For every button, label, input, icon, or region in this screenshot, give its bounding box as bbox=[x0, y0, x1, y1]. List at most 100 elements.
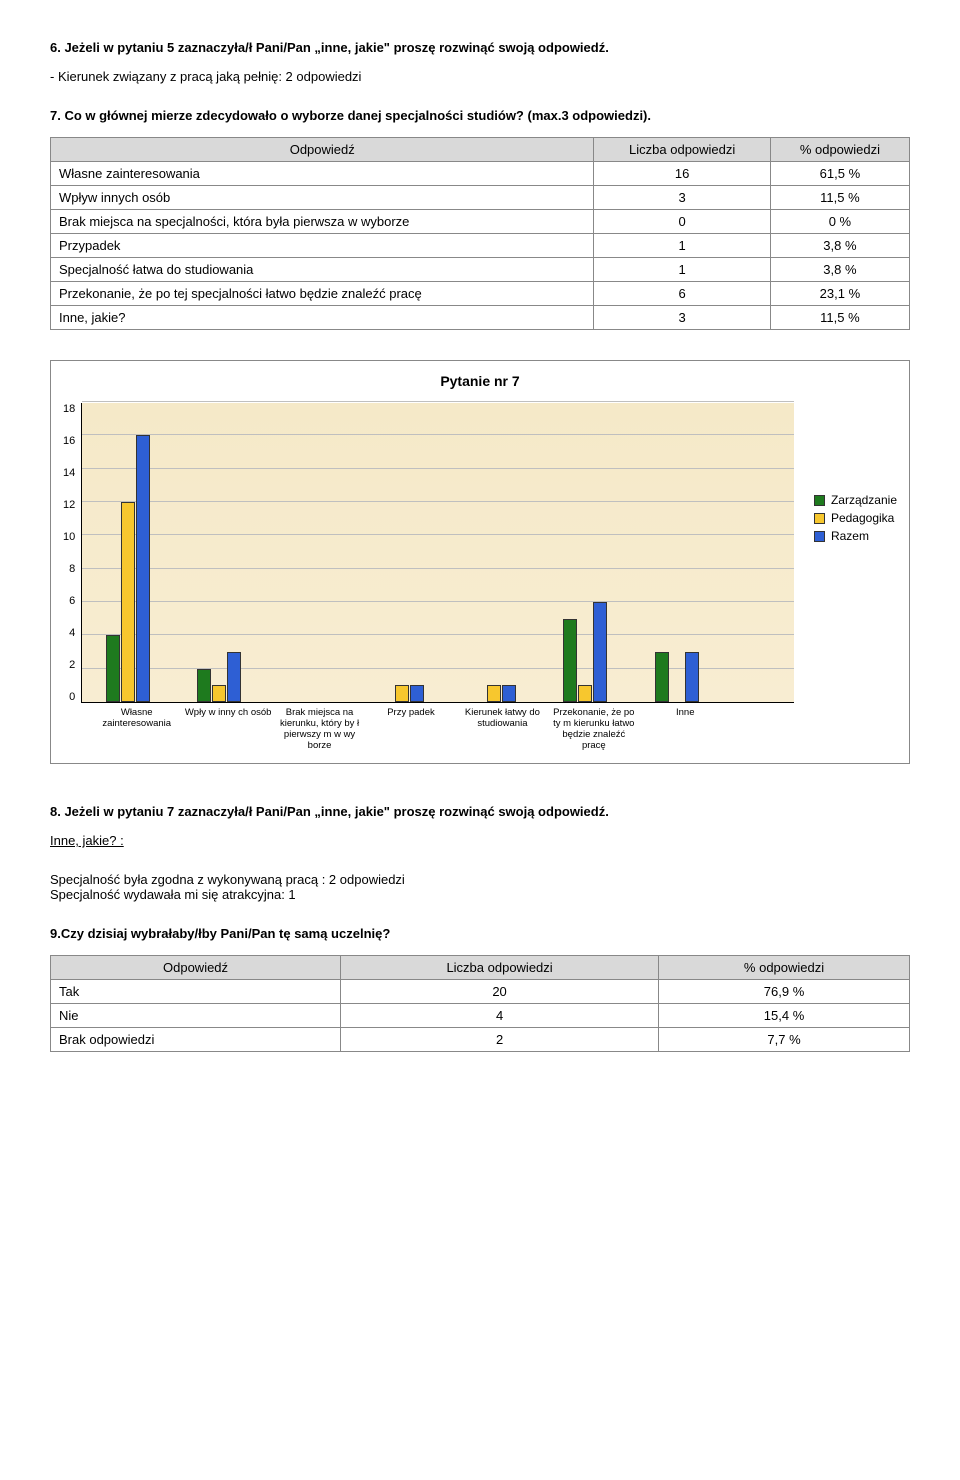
bar bbox=[655, 652, 669, 702]
bar bbox=[487, 685, 501, 702]
legend-item: Pedagogika bbox=[814, 511, 897, 525]
table-cell: 1 bbox=[594, 258, 770, 282]
y-tick-label: 10 bbox=[63, 531, 75, 543]
table-cell: 3,8 % bbox=[770, 234, 909, 258]
x-tick-label: Przekonanie, że po ty m kierunku łatwo b… bbox=[548, 707, 639, 751]
bar bbox=[136, 435, 150, 702]
legend-swatch bbox=[814, 513, 825, 524]
bar-group bbox=[655, 652, 699, 702]
x-tick-label: Kierunek łatwy do studiowania bbox=[457, 707, 548, 751]
table-cell: 11,5 % bbox=[770, 186, 909, 210]
grid-line bbox=[82, 468, 794, 469]
chart-title: Pytanie nr 7 bbox=[63, 373, 897, 389]
table-row: Wpływ innych osób311,5 % bbox=[51, 186, 910, 210]
chart-legend: Zarządzanie Pedagogika Razem bbox=[794, 493, 897, 547]
table-cell: Tak bbox=[51, 980, 341, 1004]
table-cell: 15,4 % bbox=[659, 1004, 910, 1028]
table-header: % odpowiedzi bbox=[770, 138, 909, 162]
question-8-subhead: Inne, jakie? : bbox=[50, 833, 910, 848]
table-row: Inne, jakie?311,5 % bbox=[51, 306, 910, 330]
table-cell: Przypadek bbox=[51, 234, 594, 258]
y-tick-label: 12 bbox=[63, 499, 75, 511]
chart-x-axis: Własne zainteresowaniaWpły w inny ch osó… bbox=[91, 707, 731, 751]
bar-group bbox=[472, 685, 516, 702]
bar bbox=[106, 635, 120, 702]
question-8-title: 8. Jeżeli w pytaniu 7 zaznaczyła/ł Pani/… bbox=[50, 804, 910, 819]
legend-label: Pedagogika bbox=[831, 511, 894, 525]
question-9-title: 9.Czy dzisiaj wybrałaby/łby Pani/Pan tę … bbox=[50, 926, 910, 941]
table-cell: 4 bbox=[341, 1004, 659, 1028]
table-cell: Brak odpowiedzi bbox=[51, 1028, 341, 1052]
bar-group bbox=[106, 435, 150, 702]
question-7-table: OdpowiedźLiczba odpowiedzi% odpowiedzi W… bbox=[50, 137, 910, 330]
grid-line bbox=[82, 501, 794, 502]
table-header: Odpowiedź bbox=[51, 138, 594, 162]
legend-item: Zarządzanie bbox=[814, 493, 897, 507]
grid-line bbox=[82, 568, 794, 569]
grid-line bbox=[82, 401, 794, 402]
table-row: Brak miejsca na specjalności, która była… bbox=[51, 210, 910, 234]
chart-plot-area bbox=[81, 403, 794, 703]
legend-swatch bbox=[814, 495, 825, 506]
table-cell: 3 bbox=[594, 306, 770, 330]
y-tick-label: 18 bbox=[63, 403, 75, 415]
table-cell: 7,7 % bbox=[659, 1028, 910, 1052]
grid-line bbox=[82, 534, 794, 535]
legend-label: Zarządzanie bbox=[831, 493, 897, 507]
table-row: Tak2076,9 % bbox=[51, 980, 910, 1004]
bar bbox=[121, 502, 135, 702]
question-9-table: OdpowiedźLiczba odpowiedzi% odpowiedzi T… bbox=[50, 955, 910, 1052]
x-tick-label: Brak miejsca na kierunku, który by ł pie… bbox=[274, 707, 365, 751]
table-row: Brak odpowiedzi27,7 % bbox=[51, 1028, 910, 1052]
x-tick-label: Własne zainteresowania bbox=[91, 707, 182, 751]
table-cell: 23,1 % bbox=[770, 282, 909, 306]
question-8-body-line-1: Specjalność była zgodna z wykonywaną pra… bbox=[50, 872, 910, 887]
table-cell: 0 bbox=[594, 210, 770, 234]
grid-line bbox=[82, 601, 794, 602]
table-cell: Własne zainteresowania bbox=[51, 162, 594, 186]
question-7-title: 7. Co w głównej mierze zdecydowało o wyb… bbox=[50, 108, 910, 123]
bar bbox=[395, 685, 409, 702]
legend-item: Razem bbox=[814, 529, 897, 543]
table-row: Własne zainteresowania1661,5 % bbox=[51, 162, 910, 186]
grid-line bbox=[82, 434, 794, 435]
table-row: Przekonanie, że po tej specjalności łatw… bbox=[51, 282, 910, 306]
legend-swatch bbox=[814, 531, 825, 542]
table-cell: 3 bbox=[594, 186, 770, 210]
bar bbox=[227, 652, 241, 702]
y-tick-label: 0 bbox=[69, 691, 75, 703]
bar-group bbox=[563, 602, 607, 702]
bar bbox=[685, 652, 699, 702]
table-header: Odpowiedź bbox=[51, 956, 341, 980]
x-tick-label: Inne bbox=[640, 707, 731, 751]
x-tick-label: Wpły w inny ch osób bbox=[182, 707, 273, 751]
table-cell: Inne, jakie? bbox=[51, 306, 594, 330]
table-row: Przypadek13,8 % bbox=[51, 234, 910, 258]
table-cell: 2 bbox=[341, 1028, 659, 1052]
table-cell: 11,5 % bbox=[770, 306, 909, 330]
x-tick-label: Przy padek bbox=[365, 707, 456, 751]
chart-container: Pytanie nr 7 181614121086420 Własne zain… bbox=[50, 360, 910, 764]
table-cell: 1 bbox=[594, 234, 770, 258]
y-tick-label: 14 bbox=[63, 467, 75, 479]
table-header: % odpowiedzi bbox=[659, 956, 910, 980]
bar bbox=[578, 685, 592, 702]
table-header: Liczba odpowiedzi bbox=[594, 138, 770, 162]
table-cell: 0 % bbox=[770, 210, 909, 234]
table-row: Nie415,4 % bbox=[51, 1004, 910, 1028]
question-8-body-line-2: Specjalność wydawała mi się atrakcyjna: … bbox=[50, 887, 910, 902]
table-cell: Przekonanie, że po tej specjalności łatw… bbox=[51, 282, 594, 306]
y-tick-label: 4 bbox=[69, 627, 75, 639]
table-row: Specjalność łatwa do studiowania13,8 % bbox=[51, 258, 910, 282]
bar bbox=[593, 602, 607, 702]
bar bbox=[502, 685, 516, 702]
bar bbox=[410, 685, 424, 702]
bar-group bbox=[197, 652, 241, 702]
y-tick-label: 16 bbox=[63, 435, 75, 447]
table-cell: 16 bbox=[594, 162, 770, 186]
legend-label: Razem bbox=[831, 529, 869, 543]
table-header: Liczba odpowiedzi bbox=[341, 956, 659, 980]
table-cell: 76,9 % bbox=[659, 980, 910, 1004]
question-6-body: - Kierunek związany z pracą jaką pełnię:… bbox=[50, 69, 910, 84]
question-6-title: 6. Jeżeli w pytaniu 5 zaznaczyła/ł Pani/… bbox=[50, 40, 910, 55]
